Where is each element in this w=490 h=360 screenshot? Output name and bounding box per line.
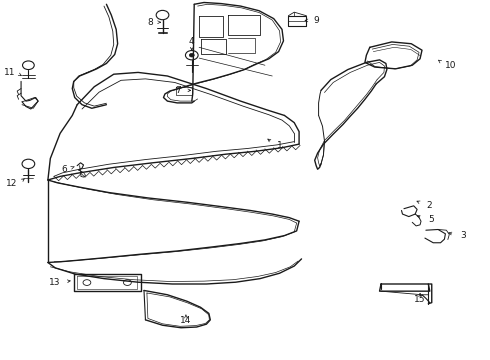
Text: 12: 12 xyxy=(6,179,18,188)
Text: 1: 1 xyxy=(277,141,283,150)
Text: 7: 7 xyxy=(175,86,181,95)
Text: 14: 14 xyxy=(180,316,192,325)
Text: 4: 4 xyxy=(189,37,195,46)
Text: 6: 6 xyxy=(62,165,68,174)
Text: 10: 10 xyxy=(445,61,457,70)
Text: 2: 2 xyxy=(426,201,432,210)
Text: 8: 8 xyxy=(147,18,153,27)
Text: 15: 15 xyxy=(415,294,426,303)
Text: 3: 3 xyxy=(460,231,466,240)
Text: 9: 9 xyxy=(314,16,319,25)
Text: 13: 13 xyxy=(49,278,60,287)
Circle shape xyxy=(189,53,194,57)
Text: 11: 11 xyxy=(4,68,15,77)
Text: 5: 5 xyxy=(428,215,434,224)
